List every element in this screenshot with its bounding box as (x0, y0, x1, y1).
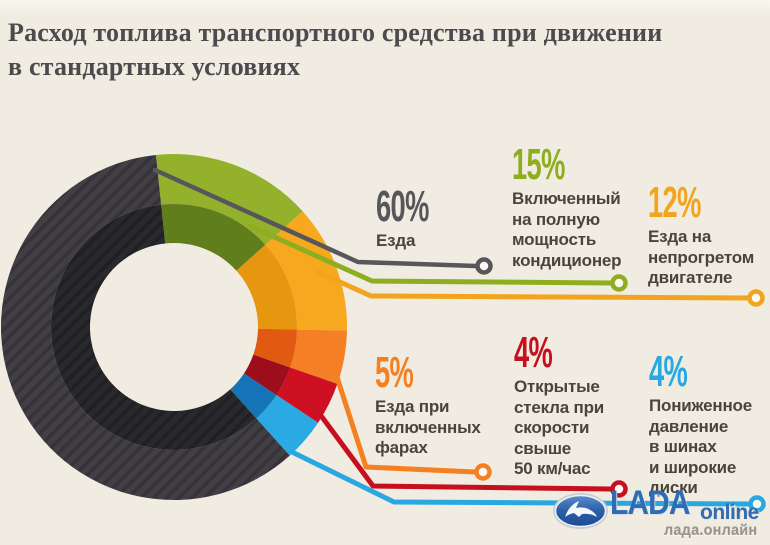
cold-engine-label: Езда на непрогретом двигателе (648, 227, 755, 287)
callout-air-conditioner: 15% Включенный на полную мощность кондиц… (512, 140, 644, 271)
tire-pressure-percent: 4% (649, 347, 688, 396)
headlights-percent: 5% (375, 348, 414, 397)
air-conditioner-percent: 15% (512, 140, 565, 189)
callout-headlights: 5% Езда при включенных фарах (375, 348, 507, 459)
callout-tire-pressure: 4% Пониженное давление в шинах и широкие… (649, 347, 770, 499)
tire-pressure-label: Пониженное давление в шинах и широкие ди… (649, 396, 752, 497)
headlights-label: Езда при включенных фарах (375, 397, 481, 457)
chart-title-line1: Расход топлива транспортного средства пр… (8, 18, 663, 47)
callout-cold-engine: 12% Езда на непрогретом двигателе (648, 178, 770, 289)
callout-driving: 60% Езда (376, 182, 508, 252)
lada-wordmark: LADA (610, 484, 690, 522)
lada-boat-icon (553, 493, 608, 529)
open-windows-percent: 4% (514, 328, 553, 377)
online-wordmark: online (700, 501, 759, 524)
chart-title-line2: в стандартных условиях (8, 52, 301, 81)
cold-engine-percent: 12% (648, 178, 701, 227)
donut-slices (1, 154, 348, 501)
lada-online-logo: LADA online лада.онлайн (552, 484, 770, 545)
driving-label: Езда (376, 231, 416, 250)
leader-lines (152, 167, 766, 513)
air-conditioner-label: Включенный на полную мощность кондиционе… (512, 189, 622, 270)
open-windows-label: Открытые стекла при скорости свыше 50 км… (514, 377, 605, 478)
site-domain: лада.онлайн (664, 523, 758, 539)
driving-percent: 60% (376, 182, 429, 231)
callout-open-windows: 4% Открытые стекла при скорости свыше 50… (514, 328, 646, 480)
chart-title: Расход топлива транспортного средства пр… (8, 16, 758, 84)
